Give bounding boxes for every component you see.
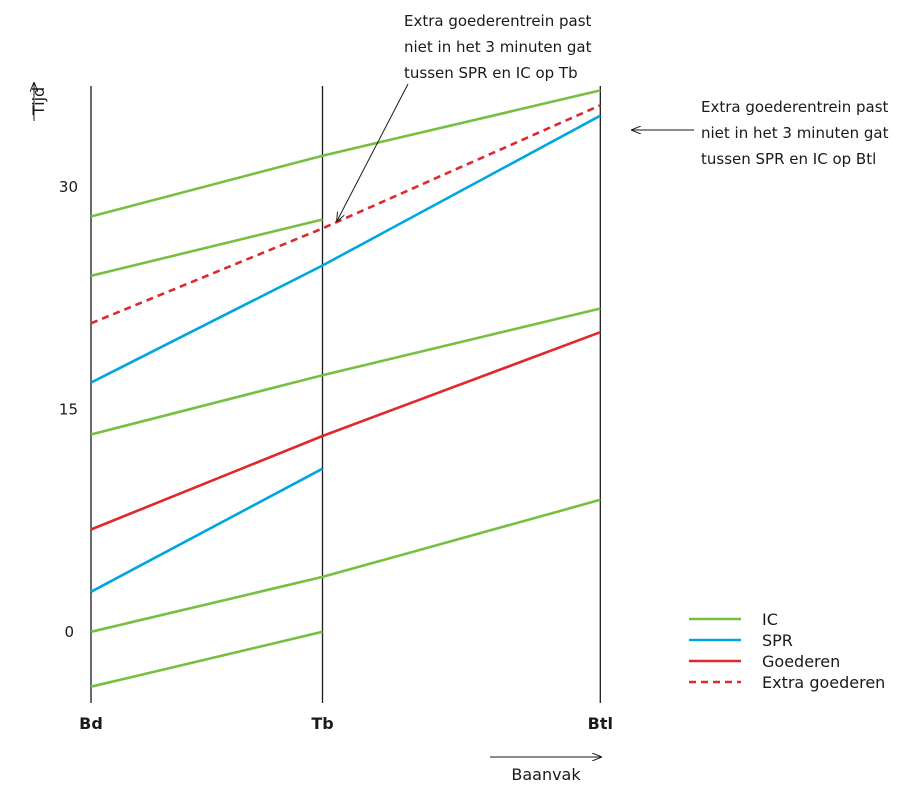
legend: IC SPR Goederen Extra goederen bbox=[689, 610, 885, 692]
x-axis-title: Baanvak bbox=[511, 765, 581, 784]
annotation-btl-line: Extra goederentrein past bbox=[701, 98, 889, 116]
annotation-tb-line: Extra goederentrein past bbox=[404, 12, 592, 30]
station-label-btl: Btl bbox=[588, 714, 613, 733]
legend-label-goederen: Goederen bbox=[762, 652, 840, 671]
y-tick-label: 0 bbox=[64, 623, 74, 641]
train-path-goederen bbox=[90, 330, 601, 531]
station-label-bd: Bd bbox=[79, 714, 103, 733]
y-axis-title-group: Tijd bbox=[29, 83, 48, 121]
train-path-ic bbox=[90, 630, 323, 688]
train-paths bbox=[90, 89, 601, 688]
train-path-spr bbox=[90, 114, 601, 384]
x-axis-title-group: Baanvak bbox=[490, 757, 601, 784]
train-path-spr bbox=[90, 467, 324, 593]
train-path-ic bbox=[90, 498, 601, 634]
annotation-tb-line: niet in het 3 minuten gat bbox=[404, 38, 592, 56]
legend-label-spr: SPR bbox=[762, 631, 793, 650]
legend-label-ic: IC bbox=[762, 610, 778, 629]
annotation-btl-line: tussen SPR en IC op Btl bbox=[701, 150, 876, 168]
y-tick-label: 30 bbox=[59, 178, 78, 196]
annotation-btl: Extra goederentrein past niet in het 3 m… bbox=[632, 98, 889, 168]
annotation-tb: Extra goederentrein past niet in het 3 m… bbox=[337, 12, 592, 221]
y-tick-label: 15 bbox=[59, 400, 78, 418]
station-label-tb: Tb bbox=[311, 714, 333, 733]
y-axis-title: Tijd bbox=[29, 87, 48, 116]
train-path-ic bbox=[90, 307, 601, 436]
train-path-ic bbox=[90, 218, 323, 278]
train-path-extra-goederen bbox=[90, 104, 601, 325]
annotation-tb-line: tussen SPR en IC op Tb bbox=[404, 64, 578, 82]
legend-label-extra-goederen: Extra goederen bbox=[762, 673, 885, 692]
train-path-ic bbox=[90, 89, 601, 218]
annotation-tb-arrow bbox=[337, 83, 409, 221]
annotation-btl-line: niet in het 3 minuten gat bbox=[701, 124, 889, 142]
